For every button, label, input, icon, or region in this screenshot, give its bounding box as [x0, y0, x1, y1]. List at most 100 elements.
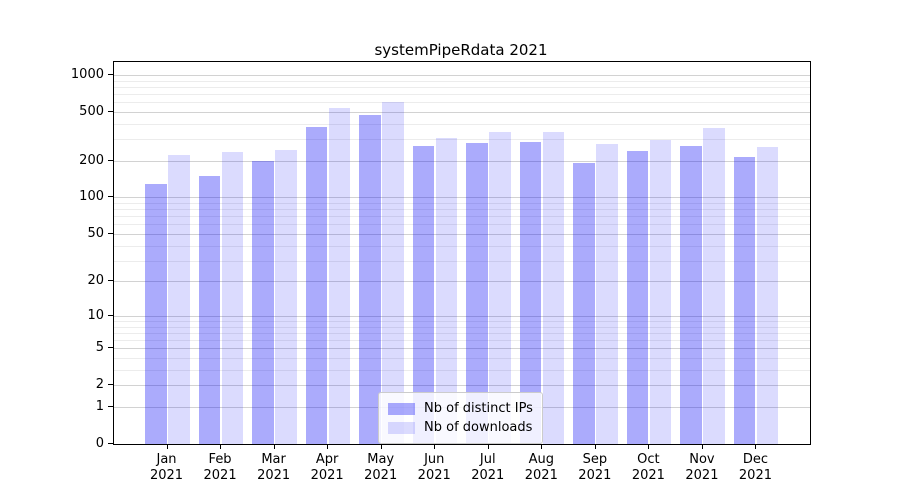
y-tick-mark — [108, 73, 113, 75]
y-tick-mark — [108, 384, 113, 386]
bar-downloads-apr — [328, 108, 351, 444]
gridline-minor — [114, 369, 810, 371]
gridline-minor — [114, 86, 810, 88]
y-tick-label: 20 — [87, 273, 104, 289]
y-tick-label: 1000 — [70, 66, 104, 82]
gridline-minor — [114, 321, 810, 322]
y-tick-label: 5 — [95, 340, 104, 356]
gridline-minor — [114, 93, 810, 95]
x-tick-label: May 2021 — [364, 452, 398, 483]
y-tick-label: 200 — [79, 152, 104, 168]
gridline-minor — [114, 340, 810, 342]
legend-entry-distinct-ips: Nb of distinct IPs — [388, 399, 533, 418]
bar-distinct-ips-apr — [305, 127, 328, 444]
legend-swatch-downloads — [388, 421, 415, 434]
gridline-minor — [114, 102, 810, 104]
y-tick-mark — [108, 159, 113, 161]
legend-entry-downloads: Nb of downloads — [388, 418, 533, 437]
legend-label-downloads: Nb of downloads — [424, 420, 533, 435]
bar-downloads-jan — [168, 155, 190, 444]
gridline-minor — [114, 332, 810, 334]
gridline-major — [114, 281, 810, 283]
gridline-minor — [114, 326, 810, 328]
x-tick-mark — [434, 444, 436, 449]
x-tick-label: Dec 2021 — [738, 452, 772, 483]
bar-distinct-ips-feb — [198, 176, 221, 444]
x-tick-mark — [487, 444, 489, 449]
bar-distinct-ips-sep — [573, 163, 595, 444]
bar-distinct-ips-nov — [680, 145, 702, 444]
y-tick-mark — [108, 280, 113, 282]
bar-downloads-nov — [703, 128, 725, 444]
x-tick-mark — [541, 444, 543, 449]
bar-downloads-dec — [756, 147, 779, 444]
bar-distinct-ips-may — [359, 115, 381, 444]
x-tick-label: Feb 2021 — [203, 452, 237, 483]
legend-swatch-distinct-ips — [388, 402, 415, 415]
gridline-minor — [114, 224, 810, 226]
y-tick-label: 500 — [79, 103, 104, 119]
y-tick-label: 2 — [95, 377, 104, 393]
x-tick-label: Jul 2021 — [471, 452, 505, 483]
gridline-minor — [114, 358, 810, 360]
y-tick-mark — [108, 405, 113, 407]
bar-distinct-ips-mar — [252, 160, 274, 444]
gridline-minor — [114, 80, 810, 82]
gridline-major — [114, 74, 810, 76]
gridline-minor — [114, 216, 810, 218]
legend: Nb of distinct IPs Nb of downloads — [378, 392, 543, 444]
x-tick-mark — [273, 444, 275, 449]
y-tick-mark — [108, 232, 113, 234]
x-tick-label: Nov 2021 — [685, 452, 719, 483]
gridline-minor — [114, 245, 810, 247]
x-tick-label: Jan 2021 — [149, 452, 184, 483]
x-tick-label: Jun 2021 — [417, 452, 451, 483]
y-tick-mark — [108, 347, 113, 349]
x-tick-mark — [648, 444, 650, 449]
gridline-major — [114, 160, 810, 162]
gridline-major — [114, 385, 810, 387]
x-tick-label: Mar 2021 — [257, 452, 291, 483]
x-tick-mark — [220, 444, 222, 449]
plot-area: Nb of distinct IPs Nb of downloads — [113, 61, 811, 445]
bar-distinct-ips-jul — [466, 142, 488, 444]
y-tick-mark — [108, 196, 113, 198]
bar-distinct-ips-oct — [626, 151, 649, 444]
bar-downloads-aug — [542, 132, 565, 444]
x-tick-label: Aug 2021 — [524, 452, 558, 483]
bar-downloads-jun — [435, 138, 458, 444]
bar-downloads-sep — [596, 144, 618, 444]
gridline-major — [114, 233, 810, 235]
y-tick-mark — [108, 314, 113, 316]
bar-downloads-feb — [221, 151, 244, 444]
bar-downloads-may — [382, 101, 404, 444]
bar-distinct-ips-jun — [412, 145, 435, 444]
x-tick-label: Apr 2021 — [310, 452, 344, 483]
gridline-minor — [114, 209, 810, 211]
y-tick-mark — [108, 110, 113, 112]
bar-downloads-jul — [489, 131, 511, 444]
x-tick-label: Sep 2021 — [578, 452, 612, 483]
x-tick-label: Oct 2021 — [631, 452, 665, 483]
legend-label-distinct-ips: Nb of distinct IPs — [424, 401, 533, 416]
y-tick-label: 0 — [95, 436, 104, 451]
x-tick-mark — [166, 444, 168, 449]
y-tick-mark — [108, 443, 113, 444]
bar-distinct-ips-dec — [733, 156, 756, 444]
y-tick-label: 1 — [95, 398, 104, 414]
y-tick-label: 50 — [87, 225, 104, 241]
y-tick-label: 10 — [87, 307, 104, 323]
x-tick-mark — [380, 444, 382, 449]
gridline-major — [114, 315, 810, 317]
bar-distinct-ips-jan — [145, 183, 167, 444]
gridline-major — [114, 111, 810, 113]
x-tick-mark — [755, 444, 757, 449]
x-tick-mark — [594, 444, 596, 449]
bar-downloads-mar — [275, 150, 297, 444]
gridline-minor — [114, 203, 810, 205]
x-tick-mark — [327, 444, 329, 449]
y-tick-label: 100 — [79, 189, 104, 205]
chart-title: systemPipeRdata 2021 — [374, 41, 548, 59]
gridline-minor — [114, 260, 810, 262]
